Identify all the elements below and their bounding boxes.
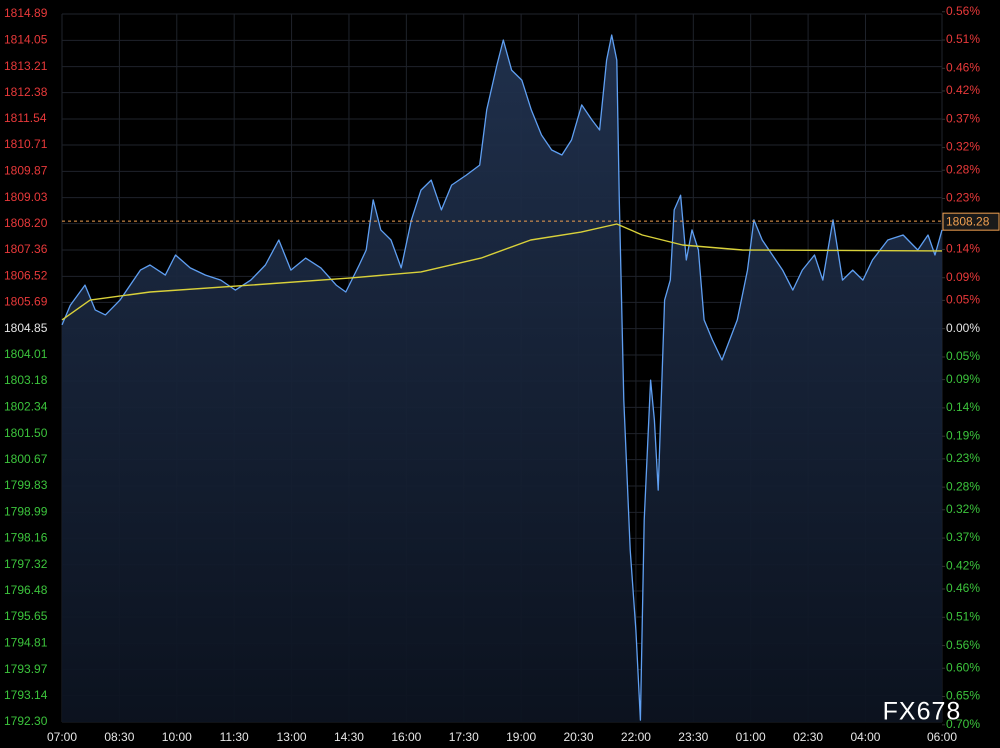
y2-tick-label: 0.56%	[946, 638, 980, 652]
y2-tick-label: 0.37%	[946, 530, 980, 544]
x-tick-label: 23:30	[678, 730, 708, 744]
y2-tick-label: 0.00%	[946, 321, 980, 335]
y2-tick-label: 0.19%	[946, 428, 980, 442]
x-tick-label: 10:00	[162, 730, 192, 744]
y2-tick-label: 0.32%	[946, 502, 980, 516]
x-tick-label: 04:00	[850, 730, 880, 744]
y2-tick-label: 0.42%	[946, 559, 980, 573]
x-tick-label: 08:30	[104, 730, 134, 744]
y-tick-label: 1795.65	[4, 609, 48, 623]
y2-tick-label: 0.09%	[946, 372, 980, 386]
y2-tick-label: 0.14%	[946, 400, 980, 414]
y2-tick-label: 0.09%	[946, 270, 980, 284]
x-tick-label: 16:00	[391, 730, 421, 744]
y-tick-label: 1814.05	[4, 32, 48, 46]
y-tick-label: 1810.71	[4, 137, 48, 151]
y2-tick-label: 0.56%	[946, 4, 980, 18]
y-tick-label: 1798.99	[4, 504, 48, 518]
y2-tick-label: 0.05%	[946, 293, 980, 307]
y-tick-label: 1804.85	[4, 321, 48, 335]
y2-tick-label: 0.28%	[946, 479, 980, 493]
y2-tick-label: 0.46%	[946, 581, 980, 595]
plot	[61, 34, 943, 722]
y-tick-label: 1809.03	[4, 190, 48, 204]
x-tick-label: 20:30	[564, 730, 594, 744]
x-tick-label: 01:00	[736, 730, 766, 744]
x-tick-label: 11:30	[220, 730, 249, 744]
y-tick-label: 1800.67	[4, 452, 48, 466]
y-tick-label: 1812.38	[4, 85, 48, 99]
x-tick-label: 17:30	[449, 730, 479, 744]
y2-tick-label: 0.23%	[946, 451, 980, 465]
y2-tick-label: 0.51%	[946, 609, 980, 623]
y2-tick-label: 0.14%	[946, 242, 980, 256]
y-tick-label: 1801.50	[4, 426, 48, 440]
last-value-label: 1808.28	[946, 214, 990, 228]
watermark: FX678	[883, 698, 962, 726]
y-tick-label: 1807.36	[4, 242, 48, 256]
last-value-box	[942, 212, 1000, 231]
y2-tick-label: 0.60%	[946, 660, 980, 674]
y2-tick-label: 0.23%	[946, 191, 980, 205]
y2-tick-label: 0.37%	[946, 111, 980, 125]
x-tick-label: 02:30	[793, 730, 823, 744]
y2-tick-label: 0.05%	[946, 349, 980, 363]
x-tick-label: 06:00	[927, 730, 957, 744]
x-tick-label: 13:00	[277, 730, 307, 744]
y-tick-label: 1804.01	[4, 347, 48, 361]
y-tick-label: 1805.69	[4, 295, 48, 309]
y-tick-label: 1793.97	[4, 662, 48, 676]
y2-tick-label: 0.70%	[946, 717, 980, 731]
area	[62, 35, 942, 722]
y2-tick-label: 0.51%	[946, 32, 980, 46]
y-tick-label: 1792.30	[4, 714, 48, 728]
y-tick-label: 1814.89	[4, 6, 48, 20]
y-tick-label: 1794.81	[4, 636, 48, 650]
y-tick-label: 1796.48	[4, 583, 48, 597]
x-tick-label: 07:00	[47, 730, 77, 744]
x-tick-label: 19:00	[506, 730, 536, 744]
x-tick-label: 14:30	[334, 730, 364, 744]
y-tick-label: 1808.20	[4, 216, 48, 230]
line	[61, 223, 943, 321]
y-tick-label: 1809.87	[4, 164, 48, 178]
x-tick-label: 22:00	[621, 730, 651, 744]
line	[61, 34, 943, 721]
y-tick-label: 1799.83	[4, 478, 48, 492]
y2-tick-label: 0.46%	[946, 61, 980, 75]
y-tick-label: 1802.34	[4, 400, 48, 414]
y2-tick-label: 0.65%	[946, 689, 980, 703]
y-tick-label: 1806.52	[4, 268, 48, 282]
y-tick-label: 1798.16	[4, 531, 48, 545]
y-tick-label: 1813.21	[4, 59, 48, 73]
y-tick-label: 1803.18	[4, 373, 48, 387]
y2-tick-label: 0.42%	[946, 83, 980, 97]
y-tick-label: 1793.14	[4, 688, 48, 702]
y-tick-label: 1811.54	[4, 111, 47, 125]
axes: 1814.89 1814.05 1813.21 1812.38 1811.54 1810.…	[4, 4, 1000, 744]
y2-tick-label: 0.28%	[946, 162, 980, 176]
y-tick-label: 1797.32	[4, 557, 48, 571]
y2-tick-label: 0.32%	[946, 140, 980, 154]
